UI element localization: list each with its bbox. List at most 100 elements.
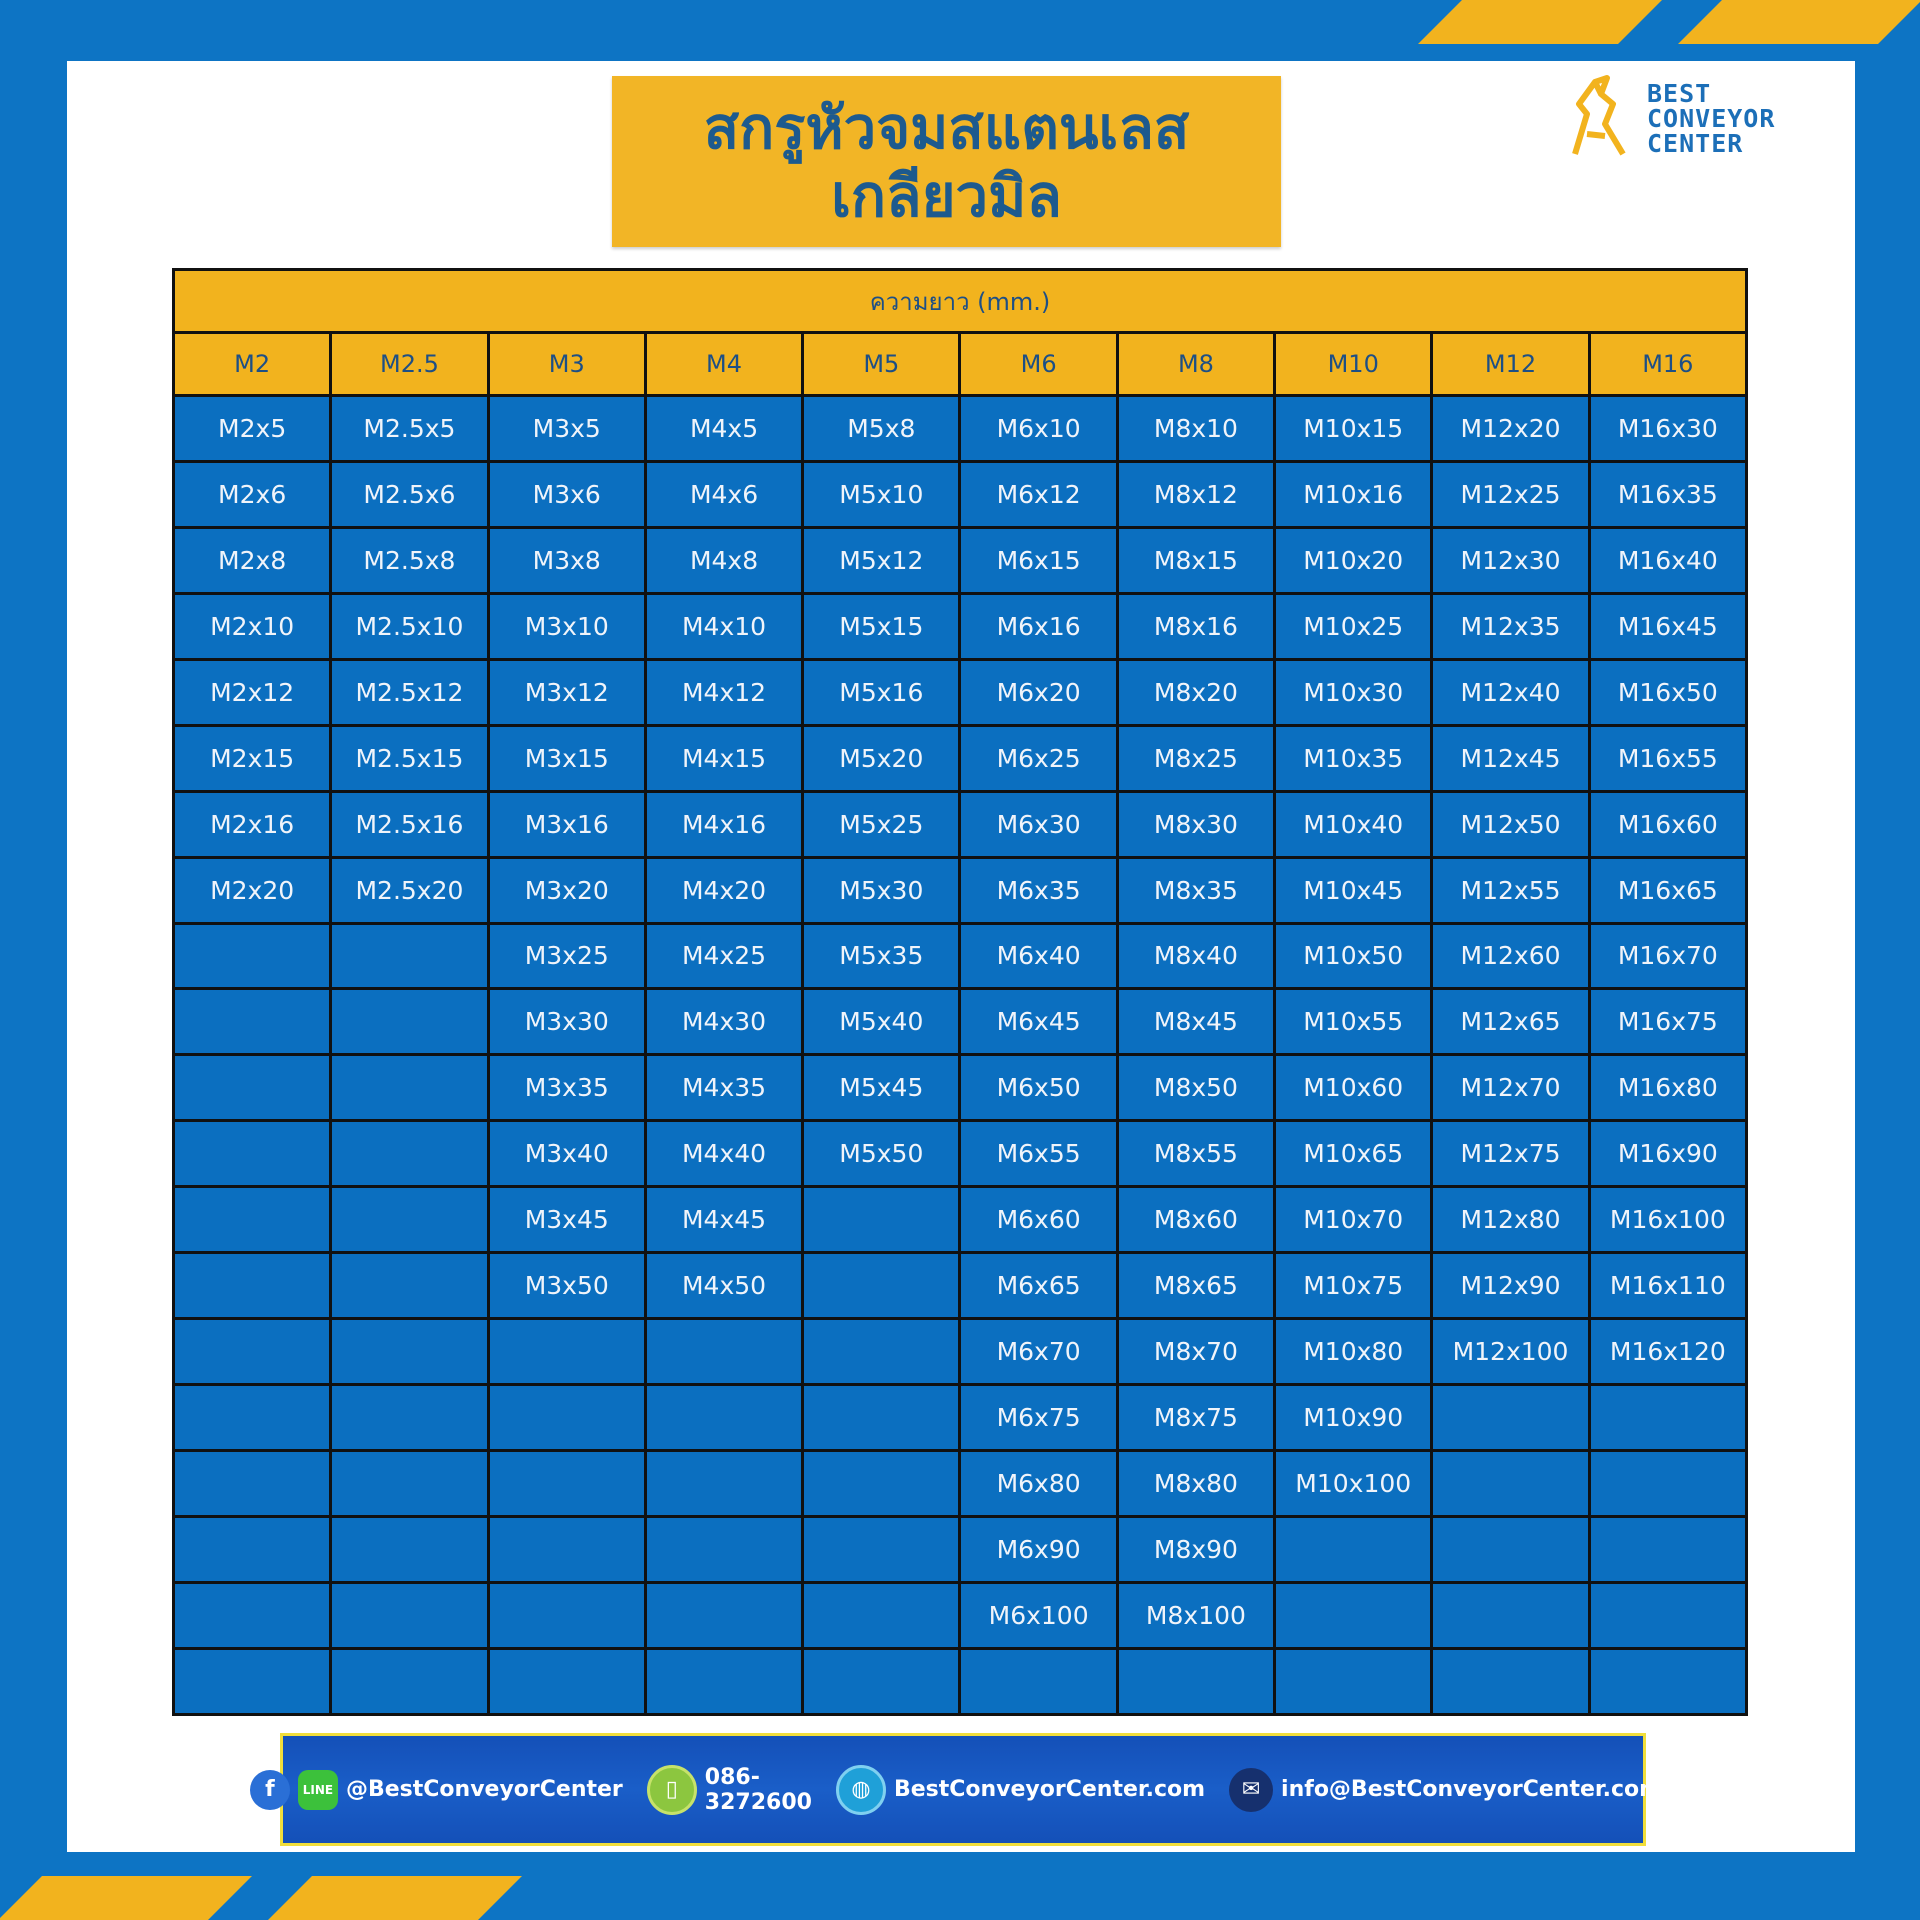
table-cell (329, 1646, 490, 1717)
table-cell: M6x12 (958, 459, 1119, 529)
table-cell (329, 1317, 490, 1387)
table-cell (329, 921, 490, 991)
table-cell: M6x50 (958, 1053, 1119, 1123)
table-row: M2x5 M2.5x5 M3x5 M4x5 M5x8 M6x10 M8x10 M10x15 M1… (171, 394, 1749, 463)
table-cell (643, 1317, 805, 1387)
table-cell: M6x60 (958, 1185, 1119, 1255)
table-cell (1273, 1514, 1434, 1584)
table-cell: M10x55 (1273, 987, 1434, 1057)
decor-stripe (0, 1876, 252, 1920)
table-cell (1430, 1449, 1591, 1518)
table-cell (329, 1185, 490, 1255)
email-link[interactable]: info@BestConveyorCenter.com (1281, 1777, 1663, 1802)
column-header: M3 (486, 331, 647, 397)
table-cell: M10x45 (1273, 855, 1434, 925)
table-cell (643, 1580, 805, 1650)
table-cell: M16x110 (1587, 1251, 1749, 1321)
table-cell: M3x25 (486, 921, 647, 991)
table-row: M2x15 M2.5x15 M3x15 M4x15 M5x20 M6x25 M8x25 M10… (171, 723, 1749, 793)
table-cell (329, 1251, 490, 1321)
table-cell: M2x20 (171, 855, 333, 925)
table-cell: M2.5x15 (329, 723, 490, 793)
table-cell (1587, 1383, 1749, 1452)
facebook-icon[interactable]: f (249, 1769, 290, 1810)
table-cell: M5x8 (801, 394, 962, 463)
table-cell: M8x35 (1115, 855, 1277, 925)
table-cell (171, 1580, 333, 1650)
table-cell (171, 1119, 333, 1189)
table-cell: M6x30 (958, 789, 1119, 859)
table-cell: M6x75 (958, 1383, 1119, 1452)
table-cell (643, 1449, 805, 1518)
table-row: M6x100 M8x100 (171, 1580, 1749, 1650)
table-cell: M3x15 (486, 723, 647, 793)
table-cell: M10x75 (1273, 1251, 1434, 1321)
table-cell (1430, 1646, 1591, 1717)
table-cell: M6x15 (958, 525, 1119, 595)
table-cell: M16x90 (1587, 1119, 1749, 1189)
table-cell: M8x45 (1115, 987, 1277, 1057)
table-cell (801, 1514, 962, 1584)
table-cell: M8x40 (1115, 921, 1277, 991)
website-link[interactable]: BestConveyorCenter.com (893, 1777, 1206, 1802)
table-cell: M2x8 (171, 525, 333, 595)
table-cell: M5x15 (801, 591, 962, 661)
table-cell: M10x65 (1273, 1119, 1434, 1189)
table-cell: M8x50 (1115, 1053, 1277, 1123)
table-cell (171, 1251, 333, 1321)
column-header: M5 (801, 331, 962, 397)
table-cell: M16x75 (1587, 987, 1749, 1057)
table-cell: M12x35 (1430, 591, 1591, 661)
table-cell: M5x30 (801, 855, 962, 925)
table-cell: M16x55 (1587, 723, 1749, 793)
table-cell (643, 1646, 805, 1717)
table-cell: M3x35 (486, 1053, 647, 1123)
line-icon[interactable]: LINE (297, 1769, 338, 1810)
table-cell (801, 1317, 962, 1387)
column-header: M8 (1115, 331, 1277, 397)
table-cell (1587, 1449, 1749, 1518)
table-cell (801, 1185, 962, 1255)
logo-line-2: CONVEYOR (1647, 103, 1776, 133)
table-cell: M2.5x10 (329, 591, 490, 661)
table-cell: M8x16 (1115, 591, 1277, 661)
table-cell: M6x16 (958, 591, 1119, 661)
column-header: M10 (1273, 331, 1434, 397)
table-cell: M2x10 (171, 591, 333, 661)
table-cell: M8x90 (1115, 1514, 1277, 1584)
table-cell (1587, 1646, 1749, 1717)
table-cell: M12x60 (1430, 921, 1591, 991)
table-cell: M4x16 (643, 789, 805, 859)
table-cell (801, 1449, 962, 1518)
table-cell: M10x16 (1273, 459, 1434, 529)
table-cell (1430, 1514, 1591, 1584)
table-cell: M5x45 (801, 1053, 962, 1123)
phone-number[interactable]: 086-3272600 (704, 1764, 812, 1815)
table-cell: M8x10 (1115, 394, 1277, 463)
logo-line-3: CENTER (1647, 128, 1744, 158)
table-cell: M10x100 (1273, 1449, 1434, 1518)
table-cell: M6x40 (958, 921, 1119, 991)
table-cell (486, 1646, 647, 1717)
table-cell: M5x50 (801, 1119, 962, 1189)
social-handle[interactable]: @BestConveyorCenter (345, 1777, 623, 1802)
table-cell: M6x20 (958, 657, 1119, 727)
column-header: M2.5 (329, 331, 490, 397)
screw-size-table: ความยาว (mm.) M2 M2.5 M3 M4 M5 M6 M8 M10 M12 M16 … (171, 268, 1749, 1717)
table-cell: M16x70 (1587, 921, 1749, 991)
table-cell (329, 987, 490, 1057)
table-cell: M16x35 (1587, 459, 1749, 529)
page-title: สกรูหัวจมสแตนเลส เกลียวมิล (612, 76, 1281, 247)
table-cell: M10x40 (1273, 789, 1434, 859)
table-row: M3x45 M4x45 M6x60 M8x60 M10x70 M12x80 M16x100 (171, 1185, 1749, 1255)
table-row: M2x6 M2.5x6 M3x6 M4x6 M5x10 M6x12 M8x12 M10x16 M… (171, 459, 1749, 529)
table-cell: M16x30 (1587, 394, 1749, 463)
logo-line-1: BEST (1647, 78, 1712, 108)
table-cell: M3x6 (486, 459, 647, 529)
table-cell (171, 987, 333, 1057)
table-cell: M2x6 (171, 459, 333, 529)
table-cell: M5x35 (801, 921, 962, 991)
table-cell: M8x75 (1115, 1383, 1277, 1452)
table-row: M2x20 M2.5x20 M3x20 M4x20 M5x30 M6x35 M8x35 M10… (171, 855, 1749, 925)
table-cell: M5x12 (801, 525, 962, 595)
